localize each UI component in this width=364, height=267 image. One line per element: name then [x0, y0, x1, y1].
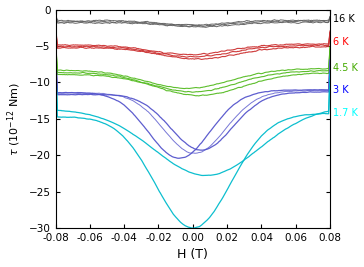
- Y-axis label: $\tau$ (10$^{-12}$ Nm): $\tau$ (10$^{-12}$ Nm): [5, 82, 23, 156]
- Text: 16 K: 16 K: [333, 14, 355, 24]
- X-axis label: H (T): H (T): [177, 249, 208, 261]
- Text: 6 K: 6 K: [333, 37, 349, 47]
- Text: 4.5 K: 4.5 K: [333, 63, 358, 73]
- Text: 3 K: 3 K: [333, 85, 349, 95]
- Text: 1.7 K: 1.7 K: [333, 108, 358, 118]
